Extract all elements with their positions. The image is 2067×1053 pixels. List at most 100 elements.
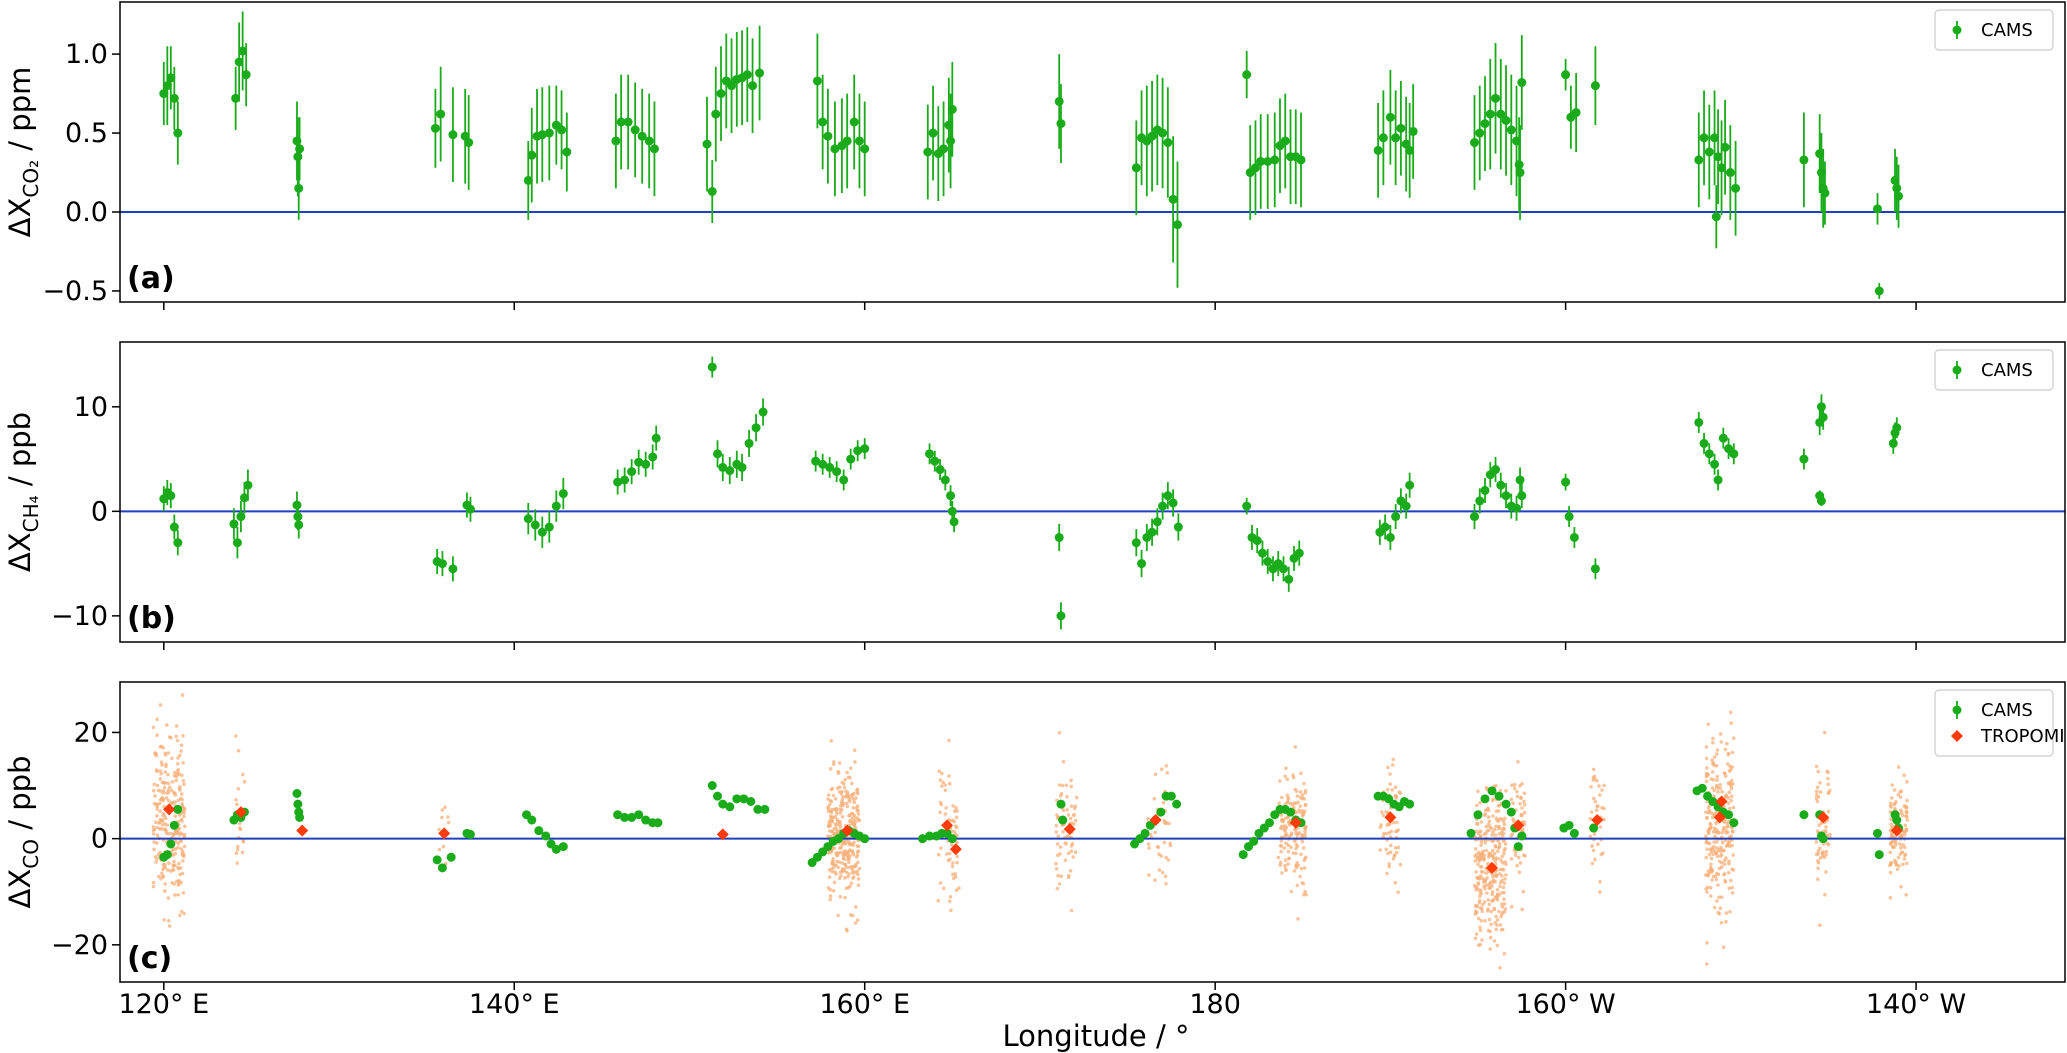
tropomi-pixel-point <box>1495 887 1500 892</box>
cams-point <box>949 517 959 527</box>
tropomi-pixel-point <box>1279 838 1284 843</box>
tropomi-pixel-point <box>160 796 164 801</box>
tropomi-pixel-point <box>843 895 847 900</box>
tropomi-pixel-point <box>856 883 861 888</box>
cams-point <box>464 138 474 148</box>
tropomi-point <box>296 824 309 837</box>
tropomi-pixel-point <box>1474 847 1478 851</box>
cams-point <box>1173 522 1183 532</box>
tropomi-pixel-point <box>1482 878 1487 882</box>
tropomi-pixel-point <box>1596 842 1600 846</box>
tropomi-pixel-point <box>1899 808 1903 813</box>
tropomi-pixel-point <box>234 851 239 855</box>
tropomi-pixel-point <box>1484 824 1489 829</box>
cams-point <box>1517 78 1527 88</box>
tropomi-pixel-point <box>832 865 836 870</box>
tropomi-pixel-point <box>1520 806 1524 810</box>
legend-label: CAMS <box>1981 360 2033 381</box>
legend-cams-marker <box>1952 705 1962 715</box>
cams-point <box>292 789 302 799</box>
tropomi-pixel-point <box>1709 867 1713 871</box>
cams-point <box>430 123 440 133</box>
cams-point <box>928 128 938 138</box>
tropomi-pixel-point <box>156 802 160 807</box>
tropomi-pixel-point <box>1295 833 1299 837</box>
tropomi-pixel-point <box>828 829 832 833</box>
tropomi-pixel-point <box>828 894 833 898</box>
cams-point <box>557 125 567 135</box>
cams-point <box>1892 183 1902 193</box>
tropomi-pixel-point <box>1492 907 1497 912</box>
cams-point <box>1058 815 1068 825</box>
tropomi-pixel-point <box>1596 804 1600 808</box>
tropomi-pixel-point <box>1493 859 1498 863</box>
cams-point <box>1286 807 1296 817</box>
tropomi-pixel-point <box>161 863 166 867</box>
panel-c-co: −20 0 20 ΔXCO / ppb (c) CAMS TROPOMI <box>3 681 2066 990</box>
tropomi-pixel-point <box>1522 853 1526 857</box>
tropomi-pixel-point <box>852 840 856 845</box>
tropomi-pixel-point <box>163 751 167 756</box>
tropomi-pixel-point <box>940 771 944 776</box>
tropomi-pixel-point <box>840 780 845 785</box>
tropomi-pixel-point <box>1712 905 1717 910</box>
cams-point <box>1697 783 1707 793</box>
legend-frame <box>1934 9 2054 51</box>
tropomi-pixel-point <box>939 846 943 850</box>
tropomi-pixel-point <box>846 839 851 844</box>
tropomi-pixel-point <box>1589 810 1594 814</box>
tropomi-pixel-point <box>830 817 834 822</box>
tropomi-pixel-point <box>947 851 952 856</box>
cams-point <box>530 520 540 530</box>
tropomi-pixel-point <box>158 817 163 822</box>
panel-tag: (b) <box>127 601 176 636</box>
tropomi-pixel-point <box>181 859 185 863</box>
cams-point <box>1820 188 1830 198</box>
cams-point <box>1168 194 1178 204</box>
tropomi-pixel-point <box>1730 867 1734 872</box>
tropomi-pixel-point <box>1489 909 1494 914</box>
tropomi-point <box>1149 814 1162 827</box>
tropomi-pixel-point <box>180 693 185 697</box>
tropomi-pixel-point <box>1480 909 1485 914</box>
tropomi-pixel-point <box>855 918 860 922</box>
tropomi-pixel-point <box>1818 781 1822 785</box>
tropomi-pixel-point <box>1592 796 1596 801</box>
tropomi-pixel-point <box>1054 830 1059 834</box>
cams-point <box>1168 498 1178 508</box>
cams-point <box>713 791 723 801</box>
cams-point <box>1249 836 1259 846</box>
cams-point <box>1140 828 1150 838</box>
tropomi-pixel-point <box>1730 843 1734 848</box>
tropomi-pixel-point <box>838 895 843 899</box>
cams-point <box>1475 128 1485 138</box>
cams-point <box>620 475 630 485</box>
tropomi-pixel-point <box>843 777 847 782</box>
tropomi-pixel-point <box>852 875 856 879</box>
tropomi-point <box>1512 819 1525 832</box>
tropomi-pixel-point <box>241 772 245 777</box>
cams-point <box>716 89 726 99</box>
tropomi-pixel-point <box>1282 846 1287 850</box>
cams-point <box>947 506 957 516</box>
tropomi-point <box>1591 814 1604 827</box>
tropomi-pixel-point <box>1056 873 1060 878</box>
tropomi-pixel-point <box>1300 839 1305 844</box>
tropomi-pixel-point <box>1494 927 1498 932</box>
cams-point <box>1152 517 1162 527</box>
tropomi-pixel-point <box>1903 833 1907 837</box>
tropomi-pixel-point <box>1515 863 1519 868</box>
tropomi-pixel-point <box>1058 852 1062 856</box>
cams-point <box>744 438 754 448</box>
tropomi-pixel-point <box>1488 935 1493 940</box>
tropomi-pixel-point <box>181 779 186 783</box>
cams-point <box>166 73 176 83</box>
tropomi-pixel-point <box>828 799 833 803</box>
tropomi-pixel-point <box>1493 827 1497 832</box>
tropomi-pixel-point <box>1061 759 1066 764</box>
tropomi-pixel-point <box>1721 827 1725 832</box>
cams-point <box>620 812 630 822</box>
cams-point <box>1252 536 1262 546</box>
tropomi-pixel-point <box>182 782 186 787</box>
cams-point <box>236 512 246 522</box>
